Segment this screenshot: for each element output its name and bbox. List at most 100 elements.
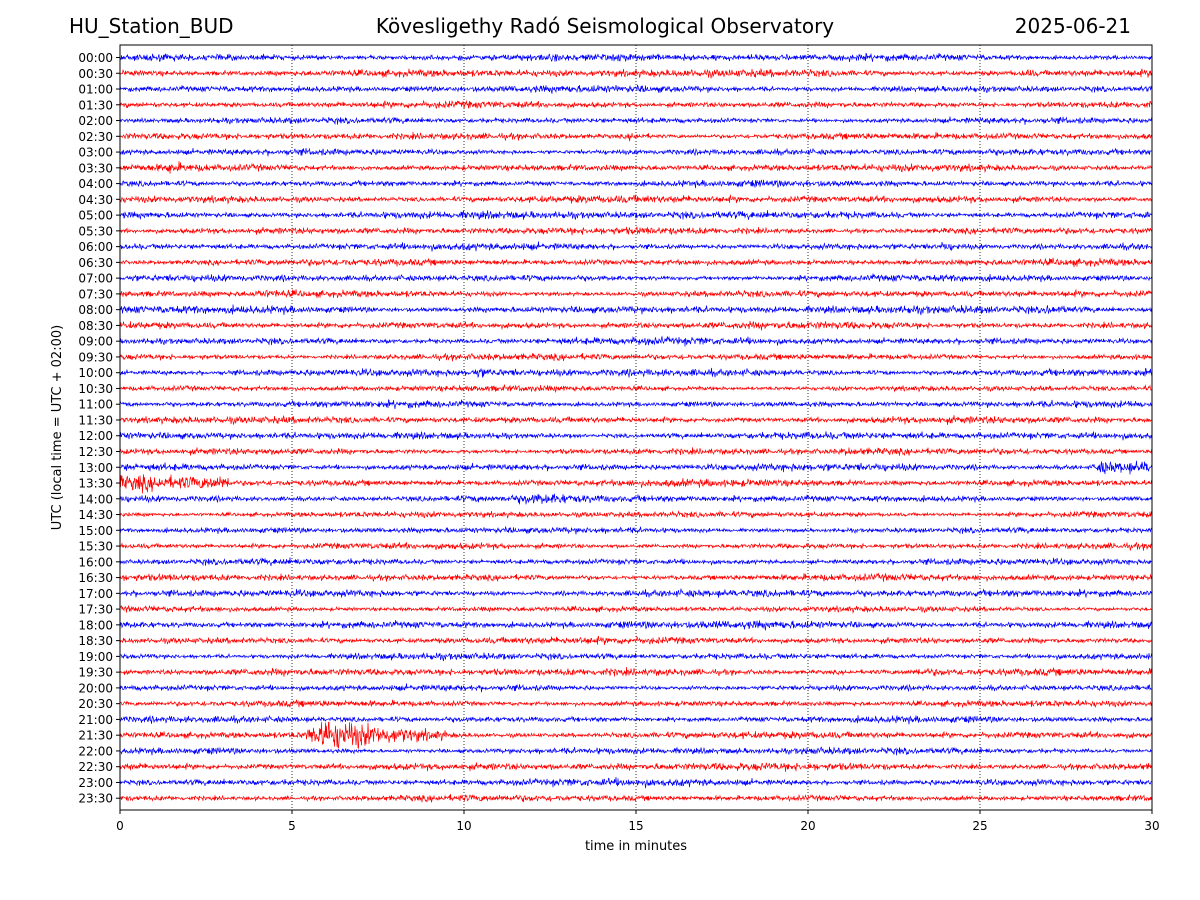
- y-tick-label: 15:00: [78, 524, 113, 538]
- y-tick-label: 06:30: [78, 256, 113, 270]
- date-label: 2025-06-21: [1014, 14, 1131, 38]
- x-tick-label: 20: [800, 819, 815, 833]
- y-tick-label: 09:00: [78, 335, 113, 349]
- y-tick-label: 16:30: [78, 571, 113, 585]
- y-tick-label: 07:00: [78, 272, 113, 286]
- y-tick-label: 17:00: [78, 587, 113, 601]
- y-tick-label: 17:30: [78, 603, 113, 617]
- y-tick-label: 20:30: [78, 697, 113, 711]
- trace-row: [119, 635, 1153, 646]
- trace-row: [119, 352, 1153, 362]
- trace-row: [119, 210, 1153, 220]
- y-tick-label: 16:00: [78, 555, 113, 569]
- trace-row: [119, 257, 1153, 268]
- trace-row: [119, 683, 1153, 693]
- y-tick-label: 14:30: [78, 508, 113, 522]
- y-tick-label: 04:30: [78, 193, 113, 207]
- y-tick-label: 01:00: [78, 83, 113, 97]
- y-tick-label: 03:30: [78, 161, 113, 175]
- grid-lines: [291, 45, 981, 810]
- trace-row: [119, 99, 1153, 110]
- trace-row: [119, 179, 1153, 189]
- y-tick-label: 07:30: [78, 287, 113, 301]
- y-tick-label: 00:30: [78, 67, 113, 81]
- trace-row: [119, 714, 1153, 725]
- trace-row: [119, 52, 1153, 63]
- y-tick-label: 23:30: [78, 792, 113, 806]
- x-tick-label: 5: [288, 819, 296, 833]
- trace-row: [119, 619, 1153, 631]
- trace-row: [119, 525, 1153, 535]
- trace-row: [119, 304, 1153, 316]
- trace-row: [119, 666, 1153, 677]
- y-tick-label: 18:30: [78, 634, 113, 648]
- trace-row: [119, 335, 1153, 347]
- y-tick-label: 08:30: [78, 319, 113, 333]
- y-tick-label: 19:00: [78, 650, 113, 664]
- y-tick-label: 09:30: [78, 350, 113, 364]
- y-tick-label: 10:30: [78, 382, 113, 396]
- y-tick-label: 19:30: [78, 666, 113, 680]
- trace-row: [119, 557, 1153, 567]
- y-tick-label: 14:00: [78, 492, 113, 506]
- trace-row: [119, 67, 1153, 79]
- x-axis-ticks: 0 5 10 15 20 25 30: [116, 810, 1160, 833]
- trace-row: [119, 474, 1153, 494]
- x-tick-label: 10: [456, 819, 471, 833]
- y-tick-label: 00:00: [78, 51, 113, 65]
- trace-row: [119, 320, 1153, 331]
- y-tick-label: 22:00: [78, 744, 113, 758]
- y-tick-label: 20:00: [78, 681, 113, 695]
- y-tick-label: 08:00: [78, 303, 113, 317]
- trace-row: [119, 273, 1153, 283]
- y-tick-label: 21:30: [78, 729, 113, 743]
- trace-row: [119, 288, 1153, 299]
- station-label: HU_Station_BUD: [69, 14, 234, 38]
- y-tick-label: 15:30: [78, 540, 113, 554]
- chart-title: Kövesligethy Radó Seismological Observat…: [375, 14, 835, 38]
- trace-row: [119, 776, 1153, 789]
- y-tick-label: 11:30: [78, 413, 113, 427]
- trace-row: [119, 226, 1153, 236]
- seismogram-traces: [119, 52, 1153, 803]
- trace-row: [119, 116, 1153, 126]
- trace-row: [119, 241, 1153, 252]
- y-tick-label: 01:30: [78, 98, 113, 112]
- trace-row: [119, 541, 1153, 551]
- trace-row: [119, 604, 1153, 614]
- trace-row: [119, 431, 1153, 441]
- y-tick-label: 12:00: [78, 429, 113, 443]
- y-tick-label: 04:00: [78, 177, 113, 191]
- y-tick-label: 18:00: [78, 618, 113, 632]
- trace-row: [119, 746, 1153, 756]
- y-tick-label: 21:00: [78, 713, 113, 727]
- y-tick-label: 02:00: [78, 114, 113, 128]
- trace-row: [119, 652, 1153, 662]
- trace-row: [119, 84, 1153, 94]
- trace-row: [119, 793, 1153, 803]
- trace-row: [119, 147, 1153, 157]
- x-tick-label: 15: [628, 819, 643, 833]
- trace-row: [119, 399, 1153, 409]
- trace-row: [119, 161, 1153, 174]
- y-tick-label: 22:30: [78, 760, 113, 774]
- trace-row: [119, 721, 1153, 750]
- y-tick-label: 12:30: [78, 445, 113, 459]
- trace-row: [119, 447, 1153, 456]
- y-axis-label: UTC (local time = UTC + 02:00): [50, 325, 65, 530]
- y-tick-label: 02:30: [78, 130, 113, 144]
- y-tick-label: 03:00: [78, 146, 113, 160]
- y-tick-label: 05:30: [78, 224, 113, 238]
- y-tick-label: 10:00: [78, 366, 113, 380]
- y-tick-label: 11:00: [78, 398, 113, 412]
- y-tick-label: 13:30: [78, 477, 113, 491]
- x-tick-label: 25: [972, 819, 987, 833]
- x-tick-label: 0: [116, 819, 124, 833]
- y-tick-label: 13:00: [78, 461, 113, 475]
- trace-row: [119, 572, 1153, 582]
- trace-row: [119, 384, 1153, 394]
- x-axis-label: time in minutes: [585, 839, 687, 854]
- y-tick-label: 06:00: [78, 240, 113, 254]
- x-tick-label: 30: [1144, 819, 1159, 833]
